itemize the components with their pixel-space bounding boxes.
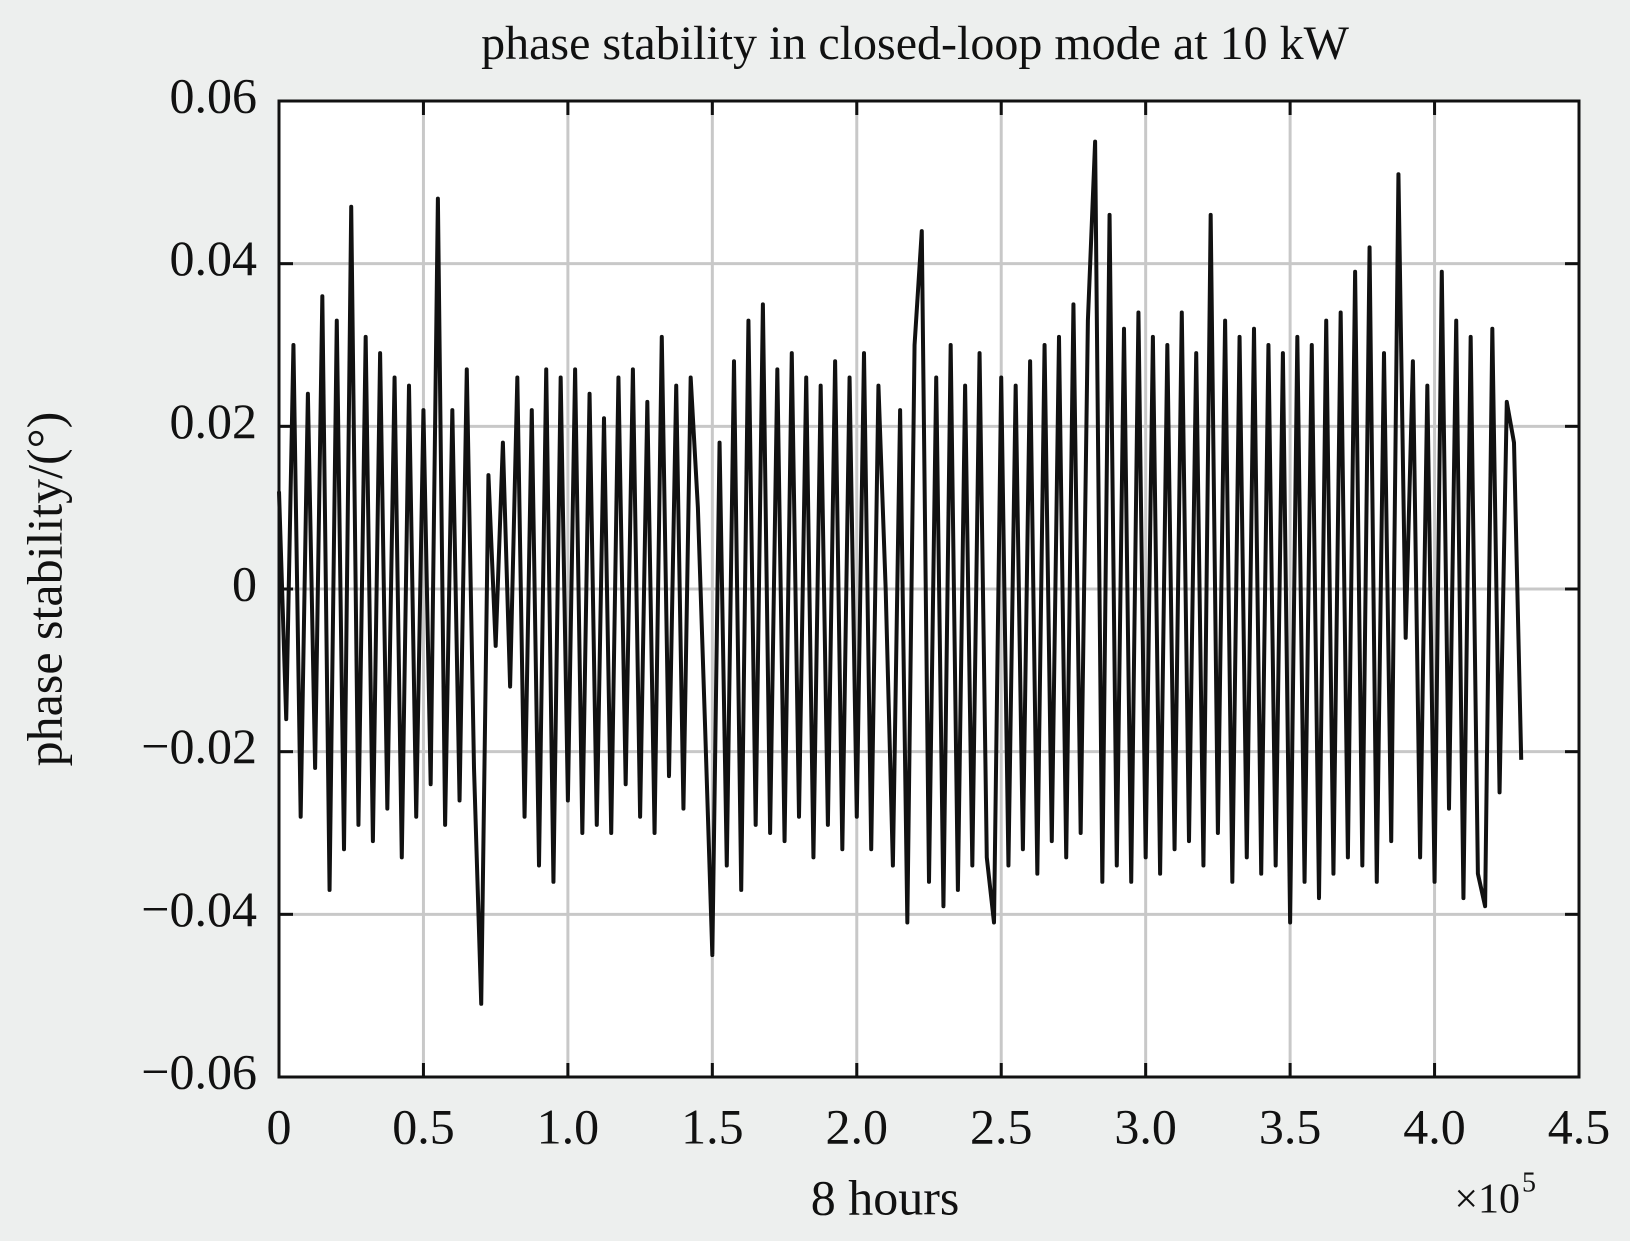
- x-tick-label: 1.0: [537, 1098, 600, 1154]
- x-multiplier: ×10: [1454, 1177, 1520, 1223]
- y-axis-label: phase stability/(°): [16, 412, 72, 767]
- x-axis-label: 8 hours: [811, 1169, 960, 1225]
- x-tick-label: 2.5: [970, 1098, 1033, 1154]
- x-tick-label: 3.0: [1114, 1098, 1177, 1154]
- y-tick-label: 0: [232, 555, 257, 611]
- y-tick-label: −0.04: [141, 881, 257, 937]
- y-tick-label: 0.02: [170, 393, 258, 449]
- x-exponent: 5: [1522, 1167, 1536, 1198]
- x-tick-label: 4.0: [1403, 1098, 1466, 1154]
- y-tick-label: −0.02: [141, 718, 257, 774]
- y-tick-label: 0.04: [170, 230, 258, 286]
- x-tick-label: 4.5: [1548, 1098, 1611, 1154]
- data-line: [277, 139, 1524, 1006]
- x-tick-label: 3.5: [1259, 1098, 1322, 1154]
- plot-frame: [277, 99, 1581, 1079]
- y-tick-label: −0.06: [141, 1043, 257, 1099]
- x-tick-label: 0: [267, 1098, 292, 1154]
- x-tick-label: 1.5: [681, 1098, 744, 1154]
- y-tick-label: 0.06: [170, 67, 258, 123]
- chart-title: phase stability in closed-loop mode at 1…: [481, 17, 1350, 70]
- x-tick-label: 2.0: [826, 1098, 889, 1154]
- x-tick-label: 0.5: [392, 1098, 455, 1154]
